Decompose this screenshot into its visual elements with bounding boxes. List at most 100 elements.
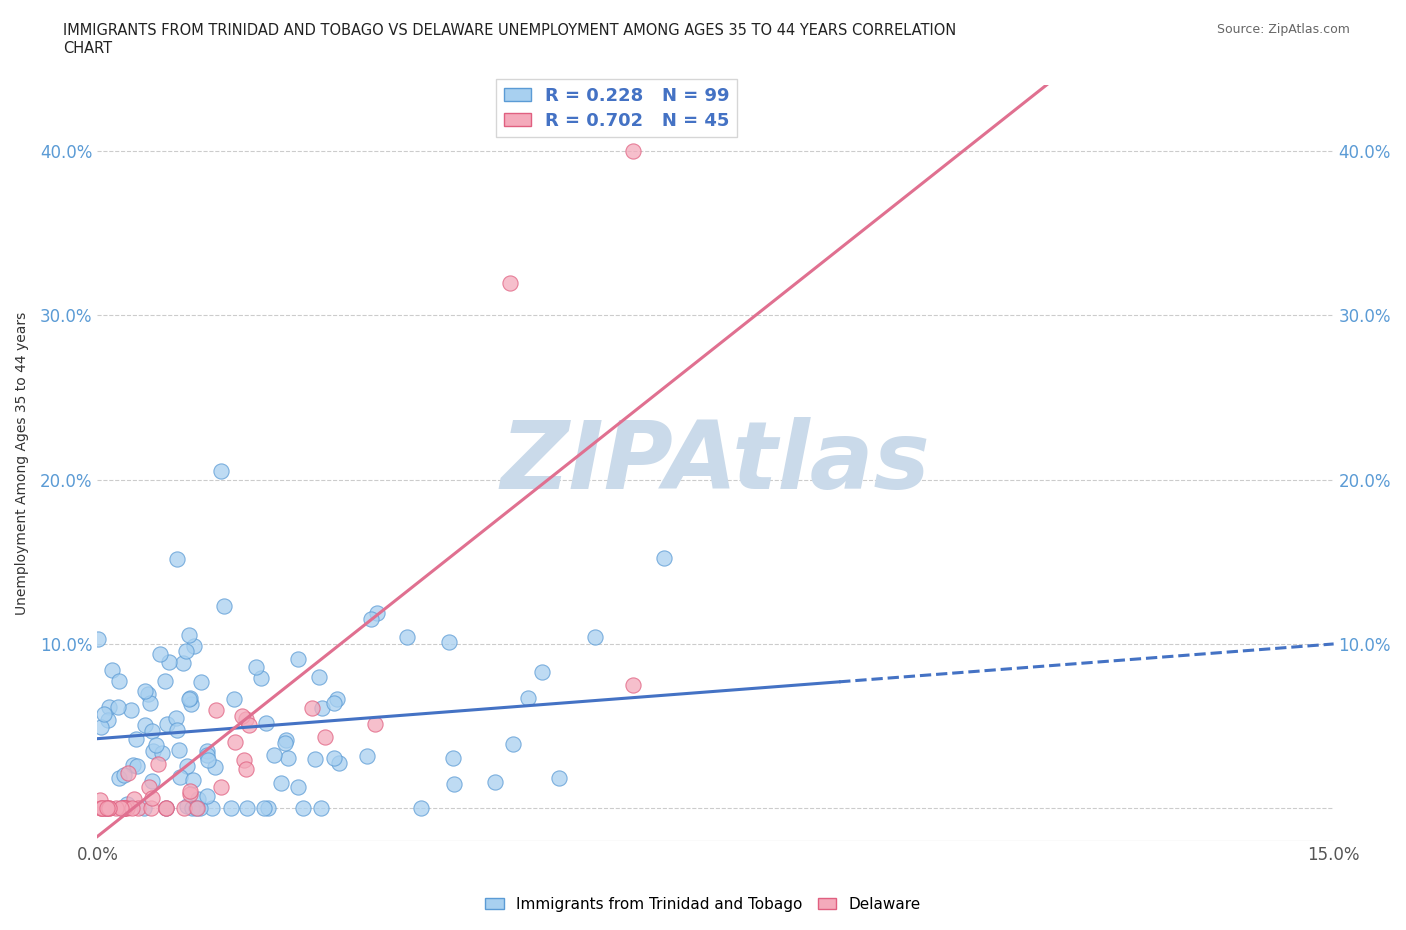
Legend: R = 0.228   N = 99, R = 0.702   N = 45: R = 0.228 N = 99, R = 0.702 N = 45 — [496, 79, 737, 137]
Point — [180, 697, 202, 711]
Point — [209, 780, 232, 795]
Point — [141, 774, 163, 789]
Text: IMMIGRANTS FROM TRINIDAD AND TOBAGO VS DELAWARE UNEMPLOYMENT AMONG AGES 35 TO 44: IMMIGRANTS FROM TRINIDAD AND TOBAGO VS D… — [63, 23, 956, 56]
Point — [98, 801, 121, 816]
Point — [115, 801, 138, 816]
Point — [153, 674, 176, 689]
Point — [166, 711, 188, 725]
Point — [89, 792, 111, 807]
Point — [141, 801, 163, 816]
Point — [356, 749, 378, 764]
Point — [146, 757, 169, 772]
Point — [253, 801, 276, 816]
Point — [112, 801, 135, 816]
Point — [621, 677, 644, 692]
Point — [205, 703, 228, 718]
Point — [263, 748, 285, 763]
Y-axis label: Unemployment Among Ages 35 to 44 years: Unemployment Among Ages 35 to 44 years — [15, 312, 30, 615]
Point — [219, 801, 242, 816]
Point — [233, 753, 256, 768]
Point — [311, 700, 333, 715]
Point — [141, 724, 163, 738]
Point — [254, 716, 277, 731]
Point — [411, 801, 433, 816]
Point — [90, 720, 112, 735]
Point — [155, 801, 177, 816]
Point — [177, 692, 200, 707]
Point — [328, 756, 350, 771]
Point — [125, 732, 148, 747]
Point — [166, 551, 188, 566]
Point — [117, 766, 139, 781]
Point — [86, 631, 108, 646]
Point — [94, 801, 117, 816]
Point — [110, 801, 132, 816]
Point — [110, 801, 132, 816]
Point — [195, 748, 218, 763]
Point — [155, 801, 177, 816]
Point — [257, 801, 280, 816]
Point — [209, 464, 232, 479]
Point — [183, 639, 205, 654]
Point — [167, 742, 190, 757]
Point — [652, 551, 675, 565]
Point — [301, 701, 323, 716]
Point — [437, 634, 460, 649]
Point — [90, 801, 112, 816]
Point — [277, 751, 299, 765]
Point — [231, 709, 253, 724]
Point — [166, 723, 188, 737]
Point — [105, 801, 128, 816]
Point — [179, 787, 201, 802]
Point — [98, 801, 121, 816]
Point — [93, 707, 115, 722]
Point — [270, 776, 292, 790]
Point — [360, 612, 382, 627]
Point — [364, 717, 387, 732]
Point — [245, 660, 267, 675]
Point — [90, 801, 112, 816]
Point — [90, 801, 112, 816]
Point — [122, 791, 145, 806]
Point — [179, 690, 201, 705]
Point — [127, 759, 149, 774]
Point — [169, 769, 191, 784]
Point — [112, 801, 135, 816]
Point — [197, 752, 219, 767]
Point — [238, 718, 260, 733]
Point — [179, 784, 201, 799]
Point — [177, 628, 200, 643]
Point — [181, 773, 204, 788]
Point — [395, 630, 418, 644]
Point — [325, 692, 347, 707]
Point — [186, 801, 208, 816]
Point — [441, 751, 464, 765]
Point — [107, 771, 129, 786]
Point — [250, 671, 273, 685]
Point — [122, 757, 145, 772]
Point — [107, 699, 129, 714]
Point — [201, 801, 224, 816]
Point — [314, 729, 336, 744]
Text: ZIPAtlas: ZIPAtlas — [501, 418, 931, 510]
Point — [224, 735, 246, 750]
Point — [176, 798, 198, 813]
Legend: Immigrants from Trinidad and Tobago, Delaware: Immigrants from Trinidad and Tobago, Del… — [479, 891, 927, 918]
Point — [139, 696, 162, 711]
Point — [443, 777, 465, 791]
Point — [498, 275, 520, 290]
Point — [548, 771, 571, 786]
Point — [235, 762, 257, 777]
Point — [134, 684, 156, 698]
Point — [142, 744, 165, 759]
Point — [132, 801, 155, 816]
Point — [287, 652, 309, 667]
Point — [235, 711, 257, 726]
Point — [187, 791, 209, 806]
Point — [134, 717, 156, 732]
Point — [141, 790, 163, 805]
Point — [96, 801, 118, 816]
Point — [114, 801, 136, 816]
Point — [195, 789, 218, 804]
Point — [145, 738, 167, 753]
